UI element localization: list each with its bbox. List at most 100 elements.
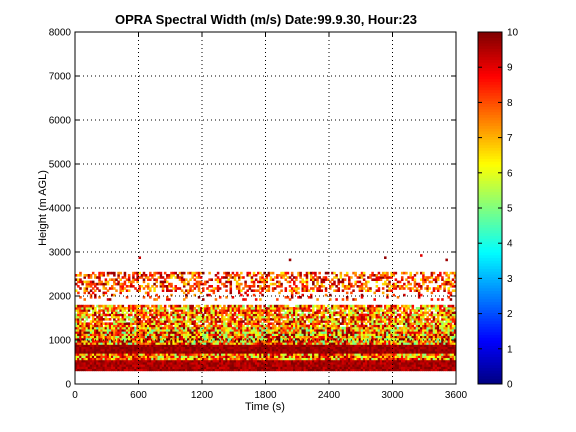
heatmap-cell — [273, 355, 277, 358]
heatmap-cell — [113, 366, 116, 369]
heatmap-cell — [436, 366, 440, 369]
heatmap-cell — [288, 329, 292, 332]
heatmap-cell — [267, 353, 271, 356]
heatmap-cell — [91, 320, 95, 323]
heatmap-cell — [341, 366, 345, 369]
heatmap-cell — [282, 348, 285, 352]
heatmap-cell — [113, 331, 116, 334]
heatmap-cell — [242, 364, 245, 367]
heatmap-cell — [170, 366, 173, 369]
heatmap-cell — [174, 340, 177, 343]
heatmap-cell — [273, 351, 277, 354]
heatmap-cell — [174, 357, 177, 361]
heatmap-cell — [166, 309, 169, 312]
heatmap-cell — [155, 335, 158, 339]
heatmap-cell — [218, 311, 222, 314]
heatmap-cell — [170, 307, 173, 310]
heatmap-cell — [449, 348, 453, 352]
heatmap-cell — [106, 333, 110, 336]
heatmap-cell — [301, 333, 304, 336]
heatmap-cell — [106, 340, 110, 343]
heatmap-cell — [390, 366, 393, 369]
heatmap-cell — [352, 326, 355, 330]
heatmap-cell — [178, 340, 182, 343]
heatmap-cell — [312, 315, 315, 319]
heatmap-cell — [409, 344, 412, 347]
heatmap-cell — [166, 326, 169, 330]
heatmap-cell — [269, 333, 273, 336]
heatmap-cell — [443, 324, 446, 328]
heatmap-cell — [77, 346, 80, 350]
heatmap-cell — [290, 340, 294, 343]
heatmap-cell — [301, 326, 304, 330]
heatmap-cell — [352, 355, 355, 358]
heatmap-cell — [170, 359, 173, 363]
heatmap-cell — [157, 353, 161, 356]
heatmap-cell — [420, 333, 423, 336]
heatmap-cell — [290, 326, 294, 330]
heatmap-cell — [85, 359, 89, 363]
heatmap-cell — [293, 311, 296, 314]
heatmap-cell — [229, 340, 233, 343]
heatmap-cell — [157, 333, 161, 336]
heatmap-cell — [290, 313, 294, 317]
heatmap-cell — [384, 362, 387, 365]
heatmap-cell — [309, 313, 313, 317]
heatmap-cell — [227, 333, 230, 336]
heatmap-cell — [381, 362, 385, 365]
heatmap-cell — [331, 348, 334, 352]
heatmap-cell — [227, 307, 230, 310]
heatmap-cell — [191, 348, 194, 352]
heatmap-cell — [134, 344, 137, 347]
heatmap-cell — [375, 348, 379, 352]
heatmap-cell — [155, 326, 158, 330]
heatmap-cell — [87, 346, 91, 350]
heatmap-cell — [130, 348, 133, 352]
heatmap-cell — [149, 353, 152, 356]
heatmap-cell — [210, 318, 213, 321]
heatmap-cell — [396, 329, 400, 332]
heatmap-cell — [195, 346, 199, 350]
heatmap-cell — [352, 359, 355, 363]
heatmap-cell — [413, 322, 417, 325]
heatmap-cell — [400, 333, 404, 336]
heatmap-cell — [288, 322, 292, 325]
heatmap-cell — [140, 346, 144, 350]
heatmap-cell — [263, 359, 266, 363]
heatmap-cell — [286, 329, 290, 332]
heatmap-cell — [411, 348, 415, 352]
heatmap-cell — [119, 346, 122, 350]
heatmap-cell — [350, 368, 353, 372]
heatmap-cell — [248, 366, 252, 369]
heatmap-cell — [108, 351, 112, 354]
heatmap-cell — [293, 331, 296, 334]
heatmap-cell — [381, 311, 385, 314]
heatmap-cell — [185, 364, 188, 367]
heatmap-cell — [339, 359, 343, 363]
heatmap-cell — [212, 322, 216, 325]
heatmap-cell — [221, 315, 224, 319]
heatmap-cell — [388, 357, 391, 361]
heatmap-cell — [214, 326, 218, 330]
heatmap-cell — [187, 346, 190, 350]
heatmap-cell — [115, 309, 118, 312]
heatmap-cell — [221, 351, 224, 354]
heatmap-cell — [335, 326, 338, 330]
heatmap-cell — [350, 351, 353, 354]
heatmap-cell — [384, 313, 387, 317]
heatmap-cell — [322, 335, 326, 339]
heatmap-cell — [79, 322, 82, 325]
heatmap-cell — [138, 322, 142, 325]
heatmap-cell — [403, 311, 406, 314]
heatmap-cell — [352, 309, 355, 312]
heatmap-cell — [127, 368, 131, 372]
heatmap-cell — [214, 359, 218, 363]
heatmap-cell — [77, 331, 80, 334]
heatmap-cell — [244, 329, 247, 332]
heatmap-cell — [132, 320, 135, 323]
heatmap-cell — [187, 344, 190, 347]
heatmap-cell — [337, 333, 340, 336]
heatmap-cell — [127, 366, 131, 369]
heatmap-cell — [210, 342, 213, 345]
heatmap-cell — [403, 309, 406, 312]
